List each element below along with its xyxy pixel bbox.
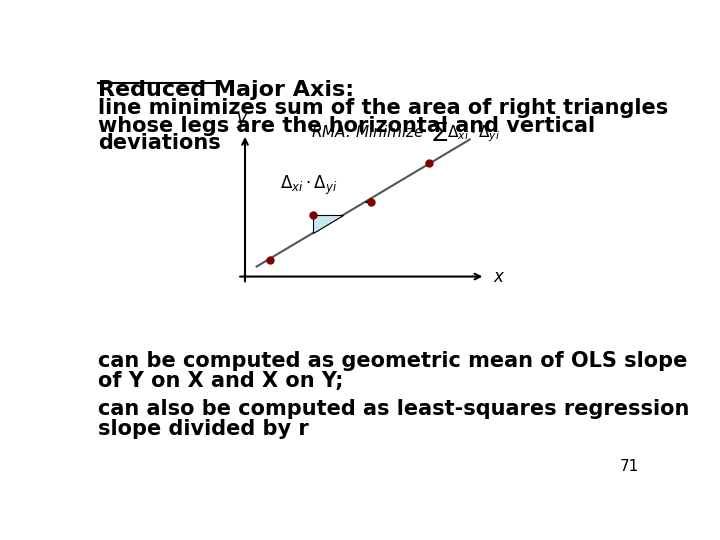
Text: whose legs are the horizontal and vertical: whose legs are the horizontal and vertic… (98, 116, 595, 136)
Text: can also be computed as least-squares regression: can also be computed as least-squares re… (98, 399, 689, 419)
Polygon shape (313, 215, 343, 233)
Text: $\Delta_{xi}\cdot\Delta_{yi}$: $\Delta_{xi}\cdot\Delta_{yi}$ (280, 174, 338, 197)
Text: can be computed as geometric mean of OLS slope: can be computed as geometric mean of OLS… (98, 351, 687, 371)
Text: x: x (493, 267, 503, 286)
Polygon shape (365, 198, 372, 202)
Text: Reduced Major Axis:: Reduced Major Axis: (98, 80, 354, 100)
Text: line minimizes sum of the area of right triangles: line minimizes sum of the area of right … (98, 98, 668, 118)
Text: y: y (236, 110, 246, 128)
Text: 71: 71 (619, 460, 639, 475)
Text: slope divided by r: slope divided by r (98, 419, 308, 439)
Polygon shape (269, 259, 270, 260)
Text: deviations: deviations (98, 133, 220, 153)
Text: of Y on X and X on Y;: of Y on X and X on Y; (98, 372, 343, 392)
Polygon shape (429, 163, 431, 164)
Text: RMA: Minimize  $\sum\Delta_{xi}\cdot\Delta_{yi}$: RMA: Minimize $\sum\Delta_{xi}\cdot\Delt… (311, 120, 500, 144)
